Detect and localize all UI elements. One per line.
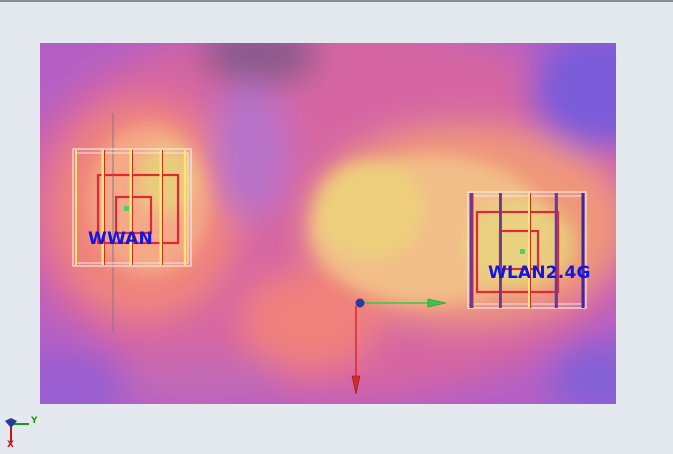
wlan-label: WLAN2.4G [488,263,591,283]
wwan-antenna[interactable] [72,148,192,267]
wwan-label: WWAN [88,229,153,249]
triad-x-label: X [7,440,14,450]
origin-axes [351,298,447,395]
wlan-antenna[interactable] [467,191,587,309]
viewport-top-border [0,0,673,2]
orientation-triad [5,418,29,442]
triad-y-label: Y [31,416,38,426]
field-distribution-plane [40,43,616,404]
